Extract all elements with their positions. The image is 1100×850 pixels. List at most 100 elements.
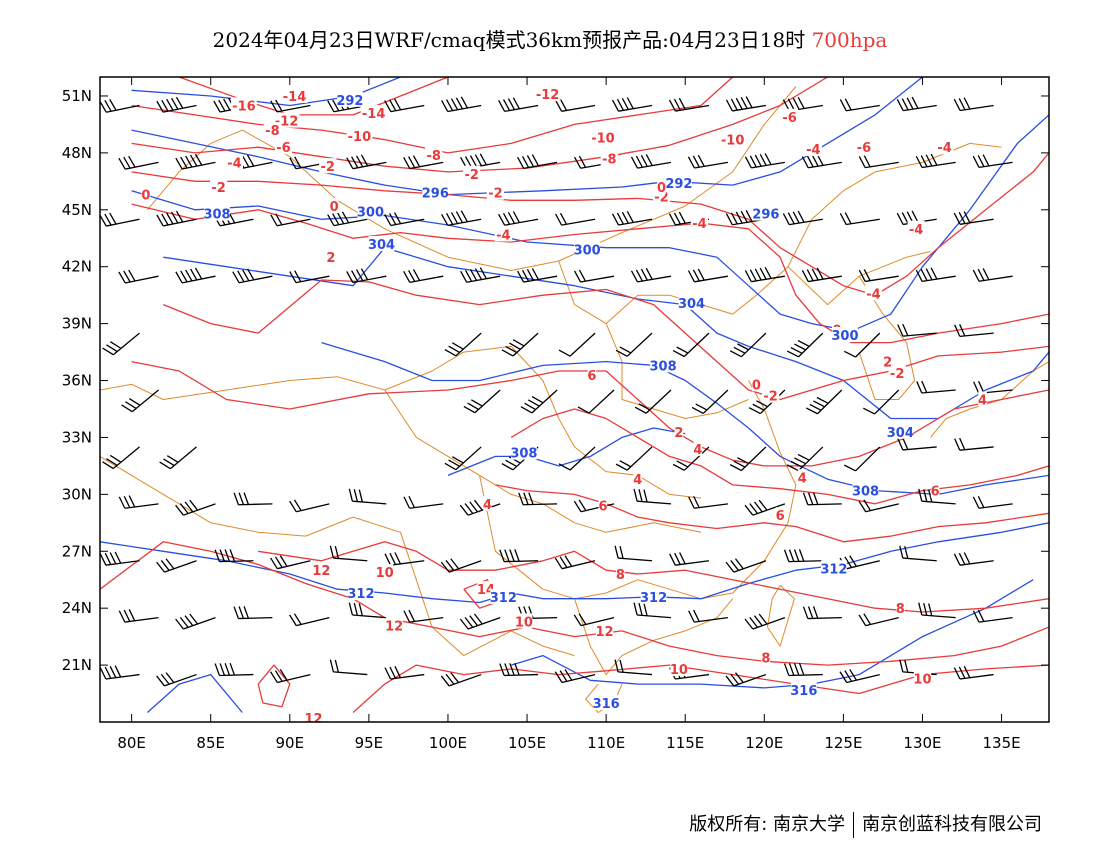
wind-barbs (100, 96, 1013, 687)
wind-barb (175, 267, 216, 284)
wind-barb (634, 389, 672, 414)
wind-barb (558, 332, 596, 357)
contour-label-bg (319, 158, 337, 174)
wind-barb (744, 153, 785, 169)
border-line (558, 260, 749, 419)
height-label: 308 (510, 447, 537, 462)
contour-label-bg (633, 471, 643, 487)
wind-barb (953, 552, 994, 566)
wind-barb (972, 495, 1013, 509)
contour-label-bg (385, 617, 403, 633)
wind-barb (501, 332, 539, 357)
wind-barb (896, 96, 937, 112)
temperature-label: 4 (483, 498, 492, 513)
wind-barb (554, 555, 596, 570)
wind-barb (858, 499, 899, 513)
wind-barb (156, 672, 197, 687)
wind-barb (687, 154, 729, 169)
wind-barb (672, 446, 710, 471)
temperature-label: 4 (633, 473, 642, 488)
wind-barb (801, 267, 842, 283)
contour-label-bg (804, 141, 822, 157)
wind-barb (858, 155, 899, 169)
wind-barb (614, 659, 653, 676)
wind-barb (499, 662, 539, 677)
wind-barb (440, 672, 482, 687)
wind-barb (954, 324, 994, 338)
wind-barb (916, 380, 956, 394)
lon-tick-label: 130E (903, 734, 941, 752)
contour-label-bg (326, 249, 336, 265)
temperature-label: -4 (692, 217, 706, 232)
contour-labels: -16-14-14-12-12-10 -10 -10-8-8 -8-6-6-6-4-4… (141, 86, 987, 727)
contour-label-bg (422, 184, 449, 200)
contour-label-bg (463, 165, 481, 181)
contour-label-bg (864, 285, 883, 301)
contour-label-bg (515, 613, 533, 629)
temperature-label: 12 (304, 712, 322, 727)
contour-label-bg (852, 482, 879, 498)
temperature-label: -14 (362, 107, 386, 122)
contour-label-bg (376, 564, 394, 580)
lon-tick-label: 95E (355, 734, 384, 752)
map-title: 2024年04月23日WRF/cmaq模式36km预报产品:04月23日18时 … (0, 24, 1100, 53)
contour-label-bg (657, 179, 666, 195)
plot-area (100, 77, 1049, 722)
wind-barb (156, 96, 197, 113)
temperature-label: 12 (385, 619, 403, 634)
temperature-contour (352, 664, 1049, 713)
contour-label-bg (425, 146, 443, 162)
lon-tick-label: 110E (587, 734, 625, 752)
wind-barb (463, 389, 501, 414)
wind-barb (329, 659, 368, 676)
wind-barb (672, 332, 710, 358)
wind-barb (691, 389, 729, 414)
contour-label-bg (820, 560, 847, 576)
wind-barb (786, 332, 824, 358)
wind-barb (440, 558, 482, 573)
wind-barb (839, 212, 880, 226)
wind-barb (100, 98, 140, 113)
contour-label-bg (887, 423, 914, 439)
contour-label-bg (832, 327, 858, 342)
temperature-label: -4 (496, 228, 510, 243)
temperature-contour (100, 541, 1049, 666)
temperature-label: -8 (265, 124, 279, 139)
temperature-label: 4 (798, 471, 807, 486)
border-line (100, 455, 575, 657)
temperature-label: -8 (427, 149, 441, 164)
wind-barb (100, 212, 140, 227)
lon-tick-label: 115E (666, 734, 704, 752)
contour-label-bg (640, 588, 667, 604)
contour-label-bg (210, 179, 228, 195)
contour-label-bg (225, 154, 244, 170)
wind-barb (175, 153, 216, 170)
temperature-label: -4 (806, 143, 820, 158)
wind-barb (118, 155, 159, 170)
temperature-label: -4 (909, 223, 923, 238)
wind-barb (729, 332, 767, 358)
plot-frame (99, 76, 1050, 723)
height-label: 308 (203, 208, 230, 223)
contour-label-bg (263, 122, 282, 138)
wind-barb (329, 545, 368, 562)
height-label: 300 (357, 206, 384, 221)
wind-barb (611, 97, 653, 112)
contour-label-bg (600, 150, 618, 166)
contour-label-bg (781, 108, 799, 124)
contour-label-bg (790, 681, 817, 697)
contour-label-bg (590, 129, 616, 145)
temperature-label: 8 (896, 602, 905, 617)
wind-barb (915, 153, 956, 169)
border-line (384, 380, 797, 600)
wind-barb (403, 269, 444, 284)
lat-tick-label: 21N (62, 656, 92, 674)
wind-barb (611, 211, 653, 226)
wind-barb (630, 267, 672, 283)
temperature-label: 12 (596, 625, 614, 640)
wind-barb (802, 492, 842, 506)
title-main: 2024年04月23日WRF/cmaq模式36km预报产品:04月23日18时 (212, 28, 806, 52)
wind-barb (918, 602, 956, 619)
wind-barb (687, 268, 729, 283)
contour-label-bg (896, 600, 905, 616)
